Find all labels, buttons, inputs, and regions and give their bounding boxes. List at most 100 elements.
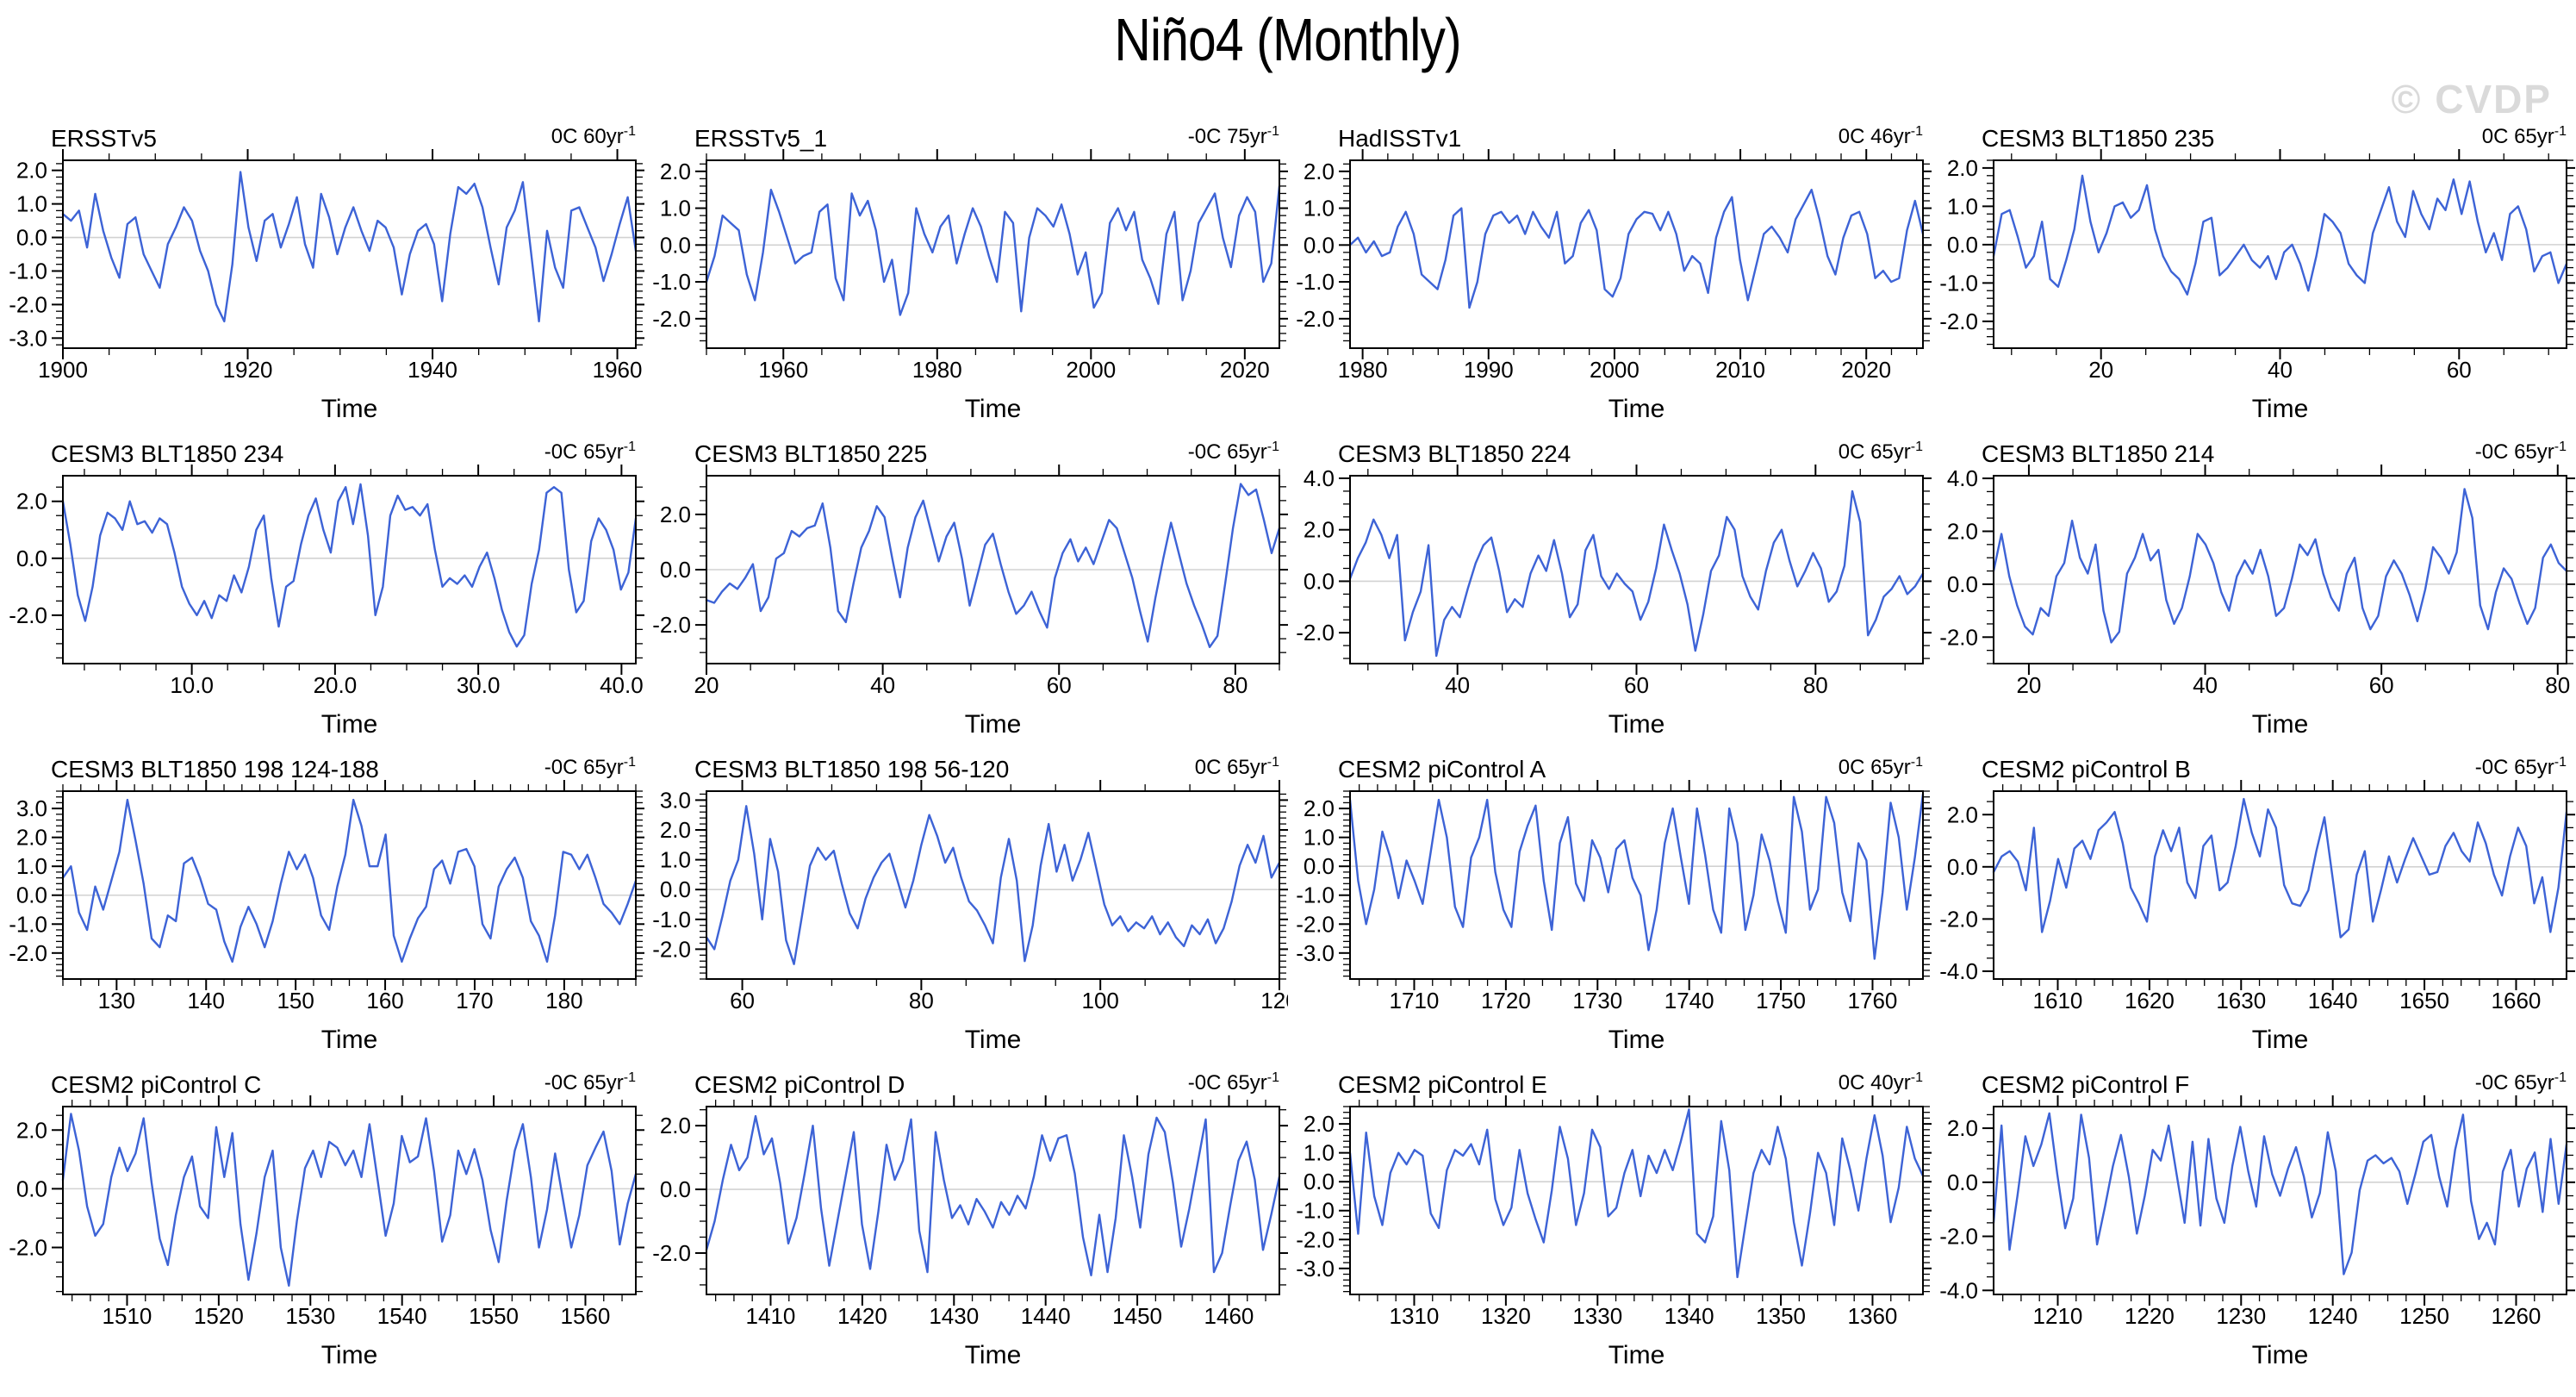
x-tick-label: 1430 — [929, 1303, 979, 1329]
y-tick-label: 0.0 — [660, 1176, 691, 1202]
x-tick-label: 1730 — [1572, 988, 1622, 1013]
y-tick-label: 0.0 — [1947, 571, 1978, 597]
panel-title: CESM3 BLT1850 225 — [694, 440, 927, 467]
panel-trend: -0C 65yr-1 — [2475, 440, 2567, 464]
axes-ticks — [1982, 149, 2575, 359]
y-tick-label: 3.0 — [16, 795, 47, 821]
axes-ticks — [695, 780, 1288, 990]
timeseries-line — [61, 171, 638, 323]
timeseries-line — [61, 1113, 638, 1288]
y-tick-label: -3.0 — [1296, 940, 1335, 966]
axes-minor-ticks — [1987, 469, 2573, 670]
x-tick-label: 1710 — [1390, 988, 1440, 1013]
x-tick-label: 80 — [1803, 672, 1828, 698]
y-tick-label: -4.0 — [1939, 958, 1978, 984]
x-axis-title: Time — [1608, 395, 1665, 423]
x-tick-label: 1540 — [377, 1303, 427, 1329]
y-tick-label: -2.0 — [9, 602, 47, 628]
x-axis-title: Time — [321, 1026, 378, 1054]
panel-title: CESM3 BLT1850 198 56-120 — [694, 756, 1009, 783]
x-tick-label: 1220 — [2125, 1303, 2175, 1329]
panel-trend: 0C 65yr-1 — [1839, 440, 1923, 464]
panel-cesm2-picontrol-a: CESM2 piControl A 0C 65yr-1 1710 1720 1730… — [1296, 755, 1932, 1054]
x-tick-label: 1750 — [1756, 988, 1806, 1013]
plot-area: 1960 1980 2000 2020 2.0 1.0 0.0 -1.0 -2.0 Time — [652, 149, 1288, 423]
y-tick-label: 2.0 — [1304, 159, 1335, 184]
x-axis-title: Time — [321, 1341, 378, 1369]
plot-frame — [706, 1106, 1280, 1295]
x-axis-title: Time — [1608, 710, 1665, 739]
panel-trend: -0C 65yr-1 — [1188, 440, 1279, 464]
panel-trend: 0C 46yr-1 — [1839, 124, 1923, 148]
y-tick-label: 0.0 — [16, 882, 47, 908]
x-axis-title: Time — [1608, 1341, 1665, 1369]
panel-trend: -0C 75yr-1 — [1188, 124, 1279, 148]
x-axis-title: Time — [321, 395, 378, 423]
timeseries-line — [705, 1114, 1281, 1277]
x-tick-label: 100 — [1081, 988, 1118, 1013]
axes-ticks — [1339, 780, 1932, 990]
plot-frame — [62, 1106, 637, 1295]
y-tick-label: -2.0 — [9, 940, 47, 966]
plot-area: 1900 1920 1940 1960 2.0 1.0 0.0 -1.0 -2.0 -3.0 Tim… — [9, 149, 644, 423]
y-tick-label: 2.0 — [1947, 518, 1978, 544]
axes-minor-ticks — [700, 784, 1286, 986]
x-tick-label: 1420 — [837, 1303, 887, 1329]
panel-trend: -0C 65yr-1 — [544, 755, 636, 779]
x-tick-label: 1520 — [194, 1303, 244, 1329]
plot-area: 1410 1420 1430 1440 1450 1460 2.0 0.0 -2.0 Time — [652, 1095, 1288, 1369]
y-tick-label: -4.0 — [1939, 1277, 1978, 1303]
x-tick-label: 120 — [1260, 988, 1288, 1013]
y-tick-label: -1.0 — [1939, 270, 1978, 296]
timeseries-line — [1348, 490, 1925, 658]
y-tick-label: 2.0 — [660, 817, 691, 843]
plot-frame — [1349, 159, 1924, 349]
x-tick-label: 1320 — [1481, 1303, 1531, 1329]
panel-cesm3-blt1850-224: CESM3 BLT1850 224 0C 65yr-1 40 60 80 4.0 2.0… — [1296, 440, 1932, 739]
plot-area: 10.0 20.0 30.0 40.0 2.0 0.0 -2.0 Time — [9, 465, 644, 739]
plot-area: 20 40 60 80 4.0 2.0 0.0 -2.0 Time — [1939, 465, 2575, 739]
plot-frame — [62, 159, 637, 349]
x-tick-label: 1460 — [1204, 1303, 1254, 1329]
x-tick-label: 1410 — [746, 1303, 796, 1329]
axes-ticks — [695, 465, 1288, 675]
x-tick-label: 1980 — [1338, 357, 1388, 383]
y-tick-label: 0.0 — [1304, 1169, 1335, 1194]
panel-trend: 0C 60yr-1 — [551, 124, 636, 148]
y-tick-label: -1.0 — [652, 907, 691, 932]
axes-ticks — [52, 1095, 644, 1306]
cvdp-watermark: © CVDP — [2391, 77, 2552, 122]
x-tick-label: 1940 — [408, 357, 457, 383]
axes-minor-ticks — [56, 469, 643, 670]
panel-trend: 0C 65yr-1 — [2482, 124, 2567, 148]
panel-cesm2-picontrol-d: CESM2 piControl D -0C 65yr-1 1410 1420 143… — [652, 1070, 1288, 1369]
axes-minor-ticks — [1343, 153, 1930, 355]
panel-title: CESM2 piControl A — [1338, 756, 1546, 783]
x-tick-label: 1230 — [2216, 1303, 2266, 1329]
x-tick-label: 1760 — [1848, 988, 1898, 1013]
axes-minor-ticks — [700, 469, 1286, 670]
panel-trend: -0C 65yr-1 — [1188, 1070, 1279, 1095]
x-axis-title: Time — [965, 710, 1022, 739]
y-tick-label: 0.0 — [16, 225, 47, 251]
y-tick-label: 0.0 — [660, 232, 691, 258]
x-tick-label: 80 — [2545, 672, 2570, 698]
y-tick-label: 2.0 — [660, 1113, 691, 1138]
panel-trend: 0C 65yr-1 — [1839, 755, 1923, 779]
plot-area: 1510 1520 1530 1540 1550 1560 2.0 0.0 -2.0 Time — [9, 1095, 644, 1369]
y-tick-label: 0.0 — [660, 876, 691, 902]
x-tick-label: 1240 — [2308, 1303, 2358, 1329]
x-axis-title: Time — [965, 395, 1022, 423]
panel-hadisstv1: HadISSTv1 0C 46yr-1 1980 1990 2000 2010 2020… — [1296, 124, 1932, 423]
panel-title: ERSSTv5_1 — [694, 125, 827, 152]
plot-frame — [706, 159, 1280, 349]
x-tick-label: 1630 — [2216, 988, 2266, 1013]
plot-frame — [1993, 790, 2567, 980]
x-tick-label: 1740 — [1664, 988, 1714, 1013]
x-tick-label: 1360 — [1848, 1303, 1898, 1329]
x-tick-label: 40 — [2193, 672, 2218, 698]
y-tick-label: 2.0 — [1304, 1111, 1335, 1137]
panel-title: CESM3 BLT1850 214 — [1982, 440, 2214, 467]
plot-frame — [1349, 1106, 1924, 1295]
y-tick-label: 0.0 — [16, 1176, 47, 1201]
